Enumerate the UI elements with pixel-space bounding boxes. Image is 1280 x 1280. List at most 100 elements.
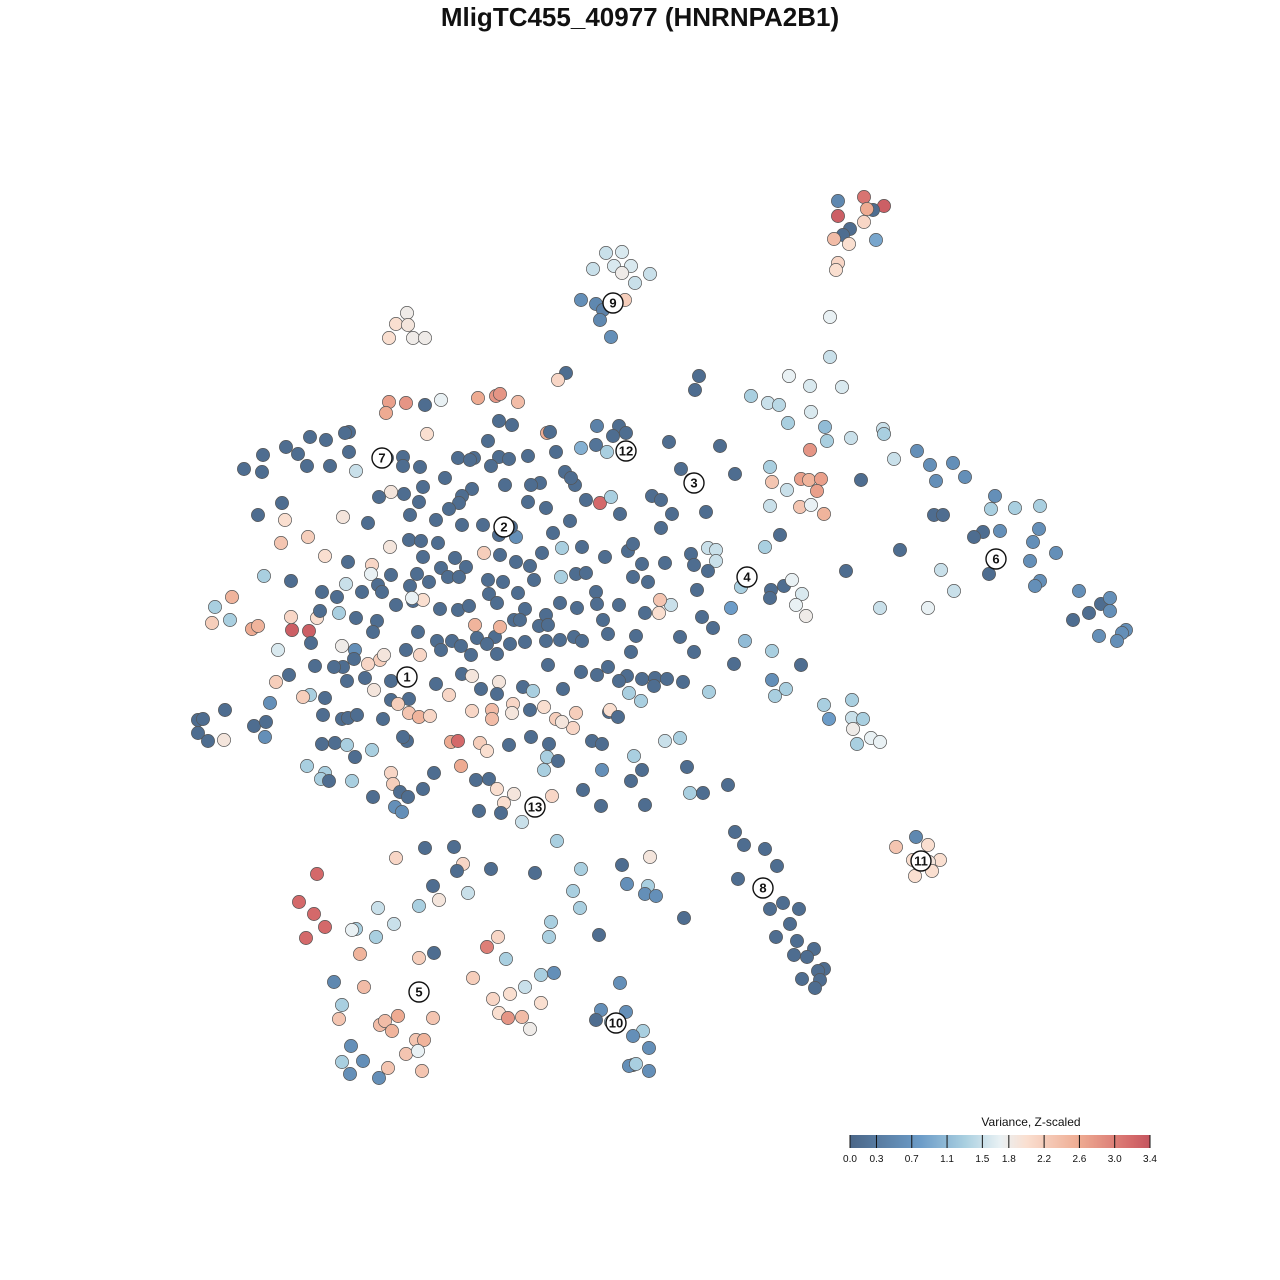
data-point	[687, 645, 701, 659]
data-point	[573, 901, 587, 915]
data-point	[501, 1011, 515, 1025]
data-point	[422, 575, 436, 589]
data-point	[472, 804, 486, 818]
data-point	[555, 541, 569, 555]
data-point	[255, 465, 269, 479]
data-point	[490, 687, 504, 701]
data-point	[527, 573, 541, 587]
data-point	[846, 722, 860, 736]
data-point	[1033, 499, 1047, 513]
data-point	[480, 940, 494, 954]
data-point	[343, 1067, 357, 1081]
data-point	[619, 426, 633, 440]
data-point	[493, 620, 507, 634]
data-point	[344, 1039, 358, 1053]
data-point	[251, 508, 265, 522]
data-point	[318, 920, 332, 934]
legend-tick-label: 1.8	[1002, 1154, 1016, 1165]
data-point	[225, 590, 239, 604]
data-point	[984, 502, 998, 516]
data-point	[397, 487, 411, 501]
data-point	[595, 737, 609, 751]
data-point	[524, 730, 538, 744]
data-point	[613, 507, 627, 521]
data-point	[982, 567, 996, 581]
data-point	[758, 540, 772, 554]
data-point	[574, 441, 588, 455]
data-point	[462, 599, 476, 613]
data-point	[947, 584, 961, 598]
data-point	[494, 806, 508, 820]
cluster-label-circle	[396, 666, 418, 688]
data-point	[546, 526, 560, 540]
data-point	[660, 672, 674, 686]
legend-tick-label: 3.4	[1143, 1154, 1157, 1165]
data-point	[727, 657, 741, 671]
data-point	[299, 931, 313, 945]
data-point	[511, 395, 525, 409]
data-point	[451, 734, 465, 748]
data-point	[469, 773, 483, 787]
data-point	[385, 1024, 399, 1038]
data-point	[350, 708, 364, 722]
data-point	[465, 482, 479, 496]
data-point	[769, 930, 783, 944]
legend-tick-label: 0.7	[905, 1154, 919, 1165]
data-point	[307, 907, 321, 921]
data-point	[438, 471, 452, 485]
cluster-label-3: 3	[683, 472, 705, 494]
data-point	[1008, 501, 1022, 515]
data-point	[367, 683, 381, 697]
cluster-label-text: 7	[378, 451, 385, 466]
data-point	[574, 862, 588, 876]
data-point	[369, 930, 383, 944]
cluster-label-text: 10	[609, 1016, 623, 1031]
data-point	[579, 566, 593, 580]
data-point	[765, 644, 779, 658]
data-point	[549, 445, 563, 459]
data-point	[643, 850, 657, 864]
cluster-label-circle	[371, 447, 393, 469]
data-point	[569, 706, 583, 720]
data-point	[465, 669, 479, 683]
legend-tick-label: 1.5	[975, 1154, 989, 1165]
legend-tick-label: 2.6	[1072, 1154, 1086, 1165]
data-point	[814, 472, 828, 486]
data-point	[1082, 606, 1096, 620]
data-point	[566, 884, 580, 898]
data-point	[356, 1054, 370, 1068]
data-point	[399, 1047, 413, 1061]
cluster-label-9: 9	[602, 292, 624, 314]
data-point	[509, 555, 523, 569]
data-point	[434, 643, 448, 657]
data-point	[612, 598, 626, 612]
data-point	[371, 901, 385, 915]
data-point	[523, 559, 537, 573]
data-point	[674, 462, 688, 476]
data-point	[463, 453, 477, 467]
data-point	[304, 636, 318, 650]
cluster-label-13: 13	[524, 796, 546, 818]
data-point	[570, 601, 584, 615]
data-point	[803, 379, 817, 393]
data-point	[615, 245, 629, 259]
data-point	[256, 448, 270, 462]
data-point	[263, 696, 277, 710]
data-point	[465, 704, 479, 718]
data-point	[387, 917, 401, 931]
data-point	[208, 600, 222, 614]
data-point	[590, 597, 604, 611]
data-point	[313, 604, 327, 618]
data-point	[787, 948, 801, 962]
data-point	[688, 383, 702, 397]
data-point	[817, 698, 831, 712]
data-point	[713, 439, 727, 453]
legend-title: Variance, Z-scaled	[981, 1115, 1080, 1129]
data-point	[534, 968, 548, 982]
data-point	[1066, 613, 1080, 627]
data-point	[842, 237, 856, 251]
data-point	[551, 373, 565, 387]
data-point	[794, 658, 808, 672]
data-point	[613, 976, 627, 990]
data-point	[702, 685, 716, 699]
